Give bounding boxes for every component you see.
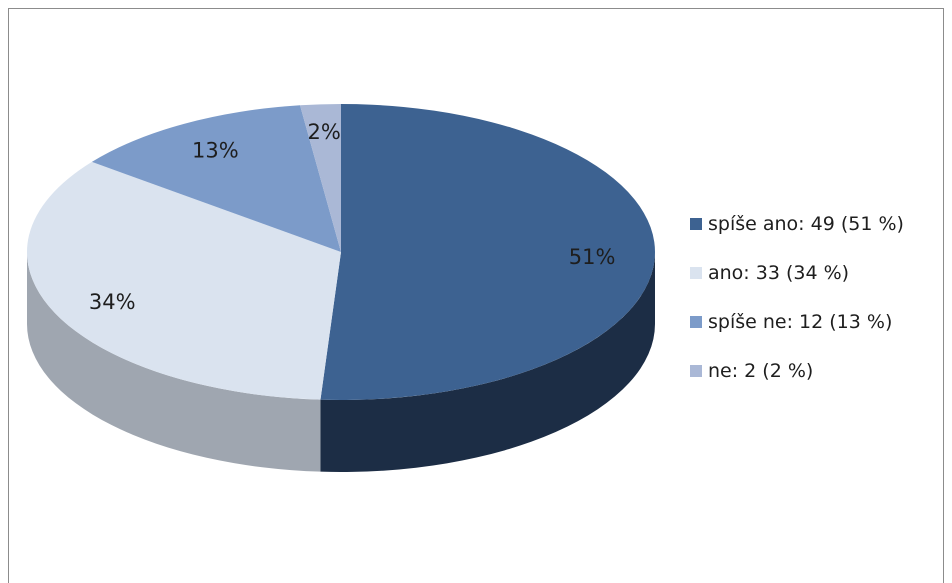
pie-tops xyxy=(27,104,656,401)
legend-label: spíše ano: 49 (51 %) xyxy=(708,213,904,235)
legend-swatch xyxy=(690,267,702,279)
legend-item-spise-ne: spíše ne: 12 (13 %) xyxy=(690,311,904,333)
legend-label: spíše ne: 12 (13 %) xyxy=(708,311,893,333)
pie-slice-spise-ano xyxy=(320,104,656,401)
pie-slice-ano xyxy=(27,161,341,400)
pie-sides xyxy=(27,252,655,472)
legend-item-ne: ne: 2 (2 %) xyxy=(690,360,904,382)
pie-slice-spise-ne xyxy=(91,105,341,252)
pie-labels: 51% 34% 13% 2% xyxy=(89,120,616,314)
legend: spíše ano: 49 (51 %) ano: 33 (34 %) spíš… xyxy=(690,213,904,410)
pie-label-ano: 34% xyxy=(89,290,136,314)
pie-slice-ne xyxy=(300,104,341,252)
legend-item-spise-ano: spíše ano: 49 (51 %) xyxy=(690,213,904,235)
pie-side-spise-ano xyxy=(320,252,655,472)
legend-swatch xyxy=(690,316,702,328)
pie-label-spise-ne: 13% xyxy=(192,138,239,162)
legend-label: ne: 2 (2 %) xyxy=(708,360,814,382)
pie-label-ne: 2% xyxy=(307,120,340,144)
pie-side-ano xyxy=(27,252,321,472)
legend-swatch xyxy=(690,365,702,377)
pie-label-spise-ano: 51% xyxy=(569,245,616,269)
legend-swatch xyxy=(690,218,702,230)
legend-label: ano: 33 (34 %) xyxy=(708,262,850,284)
legend-item-ano: ano: 33 (34 %) xyxy=(690,262,904,284)
